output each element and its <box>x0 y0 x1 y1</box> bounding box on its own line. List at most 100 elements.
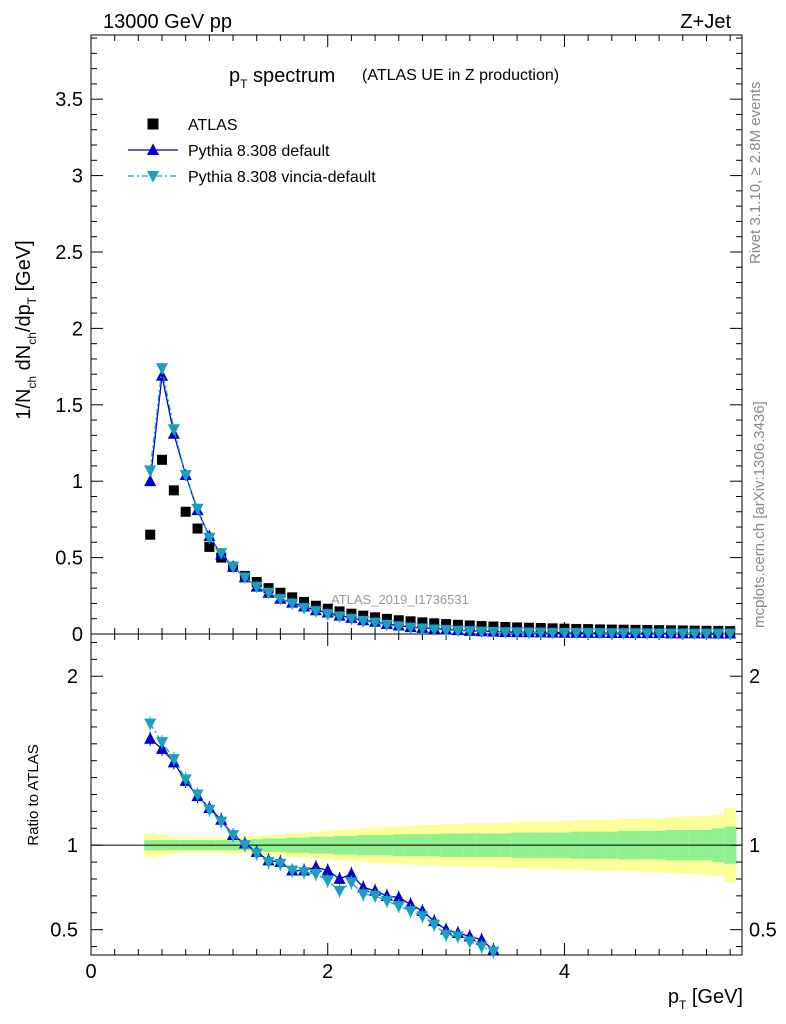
data-point <box>286 598 299 611</box>
y-axis-label: 1/Nch dNch/dpT [GeV] <box>13 240 39 419</box>
ratio-point <box>274 858 287 871</box>
ratio-point <box>475 941 488 954</box>
data-point <box>499 627 512 639</box>
y-tick-label: 0 <box>72 624 83 646</box>
data-point <box>463 626 476 638</box>
data-point <box>688 628 701 641</box>
ratio-point <box>380 895 393 908</box>
ratio-point <box>179 774 192 786</box>
x-tick-label: 4 <box>559 961 570 983</box>
ratio-point <box>262 857 275 869</box>
data-point <box>369 617 382 630</box>
ratio-point <box>321 863 334 876</box>
legend-label: Pythia 8.308 vincia-default <box>188 169 376 186</box>
data-point <box>522 627 535 640</box>
ratio-point <box>191 789 204 802</box>
ratio-tick-label-right: 1 <box>749 835 760 857</box>
title-rest: spectrum <box>247 65 335 87</box>
data-point <box>416 623 429 636</box>
ratio-point <box>226 830 240 842</box>
data-point <box>167 424 180 436</box>
data-point <box>144 474 157 487</box>
data-point <box>155 369 169 381</box>
svg-text:1/Nch dNch/dpT [GeV]: 1/Nch dNch/dpT [GeV] <box>13 240 39 419</box>
ratio-point <box>392 890 405 903</box>
ratio-point <box>333 872 346 884</box>
data-point <box>593 628 607 640</box>
data-point <box>345 613 358 626</box>
legend-label: Pythia 8.308 default <box>188 143 330 160</box>
axes: 0 2 4 0 0.5 1 1.5 2 2.5 3 3.5 0.5 0.5 1 1 2 2 <box>50 34 777 983</box>
data-point <box>558 627 571 640</box>
data-point <box>333 611 346 624</box>
ratio-point <box>155 737 169 749</box>
data-point <box>357 616 370 628</box>
header-right: Z+Jet <box>680 11 731 33</box>
data-point <box>179 470 192 482</box>
ratio-tick-label-right: 0.5 <box>749 920 777 942</box>
data-point <box>451 625 464 638</box>
data-point <box>428 624 441 637</box>
ratio-point <box>298 867 311 879</box>
ratio-point <box>250 848 263 861</box>
header-left: 13000 GeV pp <box>103 11 232 33</box>
ratio-point <box>309 868 322 881</box>
y-tick-label: 2.5 <box>55 242 83 264</box>
data-point <box>534 627 547 640</box>
ratio-tick-label-left: 0.5 <box>50 920 78 942</box>
data-point <box>309 606 322 618</box>
data-point <box>380 619 393 632</box>
data-point <box>487 626 500 639</box>
y-tick-label: 0.5 <box>55 548 83 570</box>
analysis-id: ATLAS_2019_I1736531 <box>331 592 469 607</box>
ratio-tick-label-left: 1 <box>67 835 78 857</box>
y-tick-label: 2 <box>72 318 83 340</box>
ratio-point <box>487 946 500 959</box>
data-point <box>144 465 157 478</box>
ratio-point <box>463 936 476 949</box>
mcplots-label: mcplots.cern.ch [arXiv:1306.3436] <box>751 401 768 628</box>
ratio-tick-label-left: 2 <box>67 666 78 688</box>
legend-marker <box>147 118 159 130</box>
legend-marker <box>146 171 160 183</box>
y-tick-label: 1 <box>72 471 83 493</box>
data-point <box>511 627 524 639</box>
data-point <box>546 627 559 640</box>
data-point <box>404 622 417 635</box>
data-point <box>617 628 630 640</box>
ratio-layer <box>144 716 500 959</box>
ratio-point <box>357 889 370 901</box>
data-point <box>274 593 287 606</box>
ratio-point <box>440 929 453 942</box>
data-point <box>712 628 725 641</box>
data-point <box>168 485 179 496</box>
ratio-point <box>215 816 228 829</box>
data-point <box>653 628 666 640</box>
data-point <box>180 506 191 517</box>
ratio-point <box>392 901 405 913</box>
ratio-point <box>167 754 180 766</box>
title-p: p <box>229 65 240 87</box>
data-point <box>215 548 228 560</box>
ratio-point <box>333 885 346 898</box>
y-tick-label: 3.5 <box>55 89 83 111</box>
y-tick-label: 1.5 <box>55 395 83 417</box>
data-point <box>475 626 488 639</box>
title-sub: T <box>240 77 248 91</box>
data-point <box>250 581 263 594</box>
data-point <box>145 529 156 540</box>
ratio-point <box>238 840 251 852</box>
data-point <box>157 454 168 465</box>
data-point <box>392 621 405 633</box>
ratio-point <box>203 804 216 817</box>
data-point <box>321 609 334 621</box>
x-axis-label: pT [GeV] <box>668 986 743 1012</box>
ratio-point <box>416 911 429 923</box>
ratio-point <box>404 906 417 918</box>
ratio-point <box>144 718 157 731</box>
data-point <box>440 625 453 637</box>
ratio-point <box>321 875 334 888</box>
legend: ATLAS Pythia 8.308 default Pythia 8.308 vi… <box>128 117 376 186</box>
data-point <box>582 628 595 640</box>
ratio-point <box>369 890 382 903</box>
